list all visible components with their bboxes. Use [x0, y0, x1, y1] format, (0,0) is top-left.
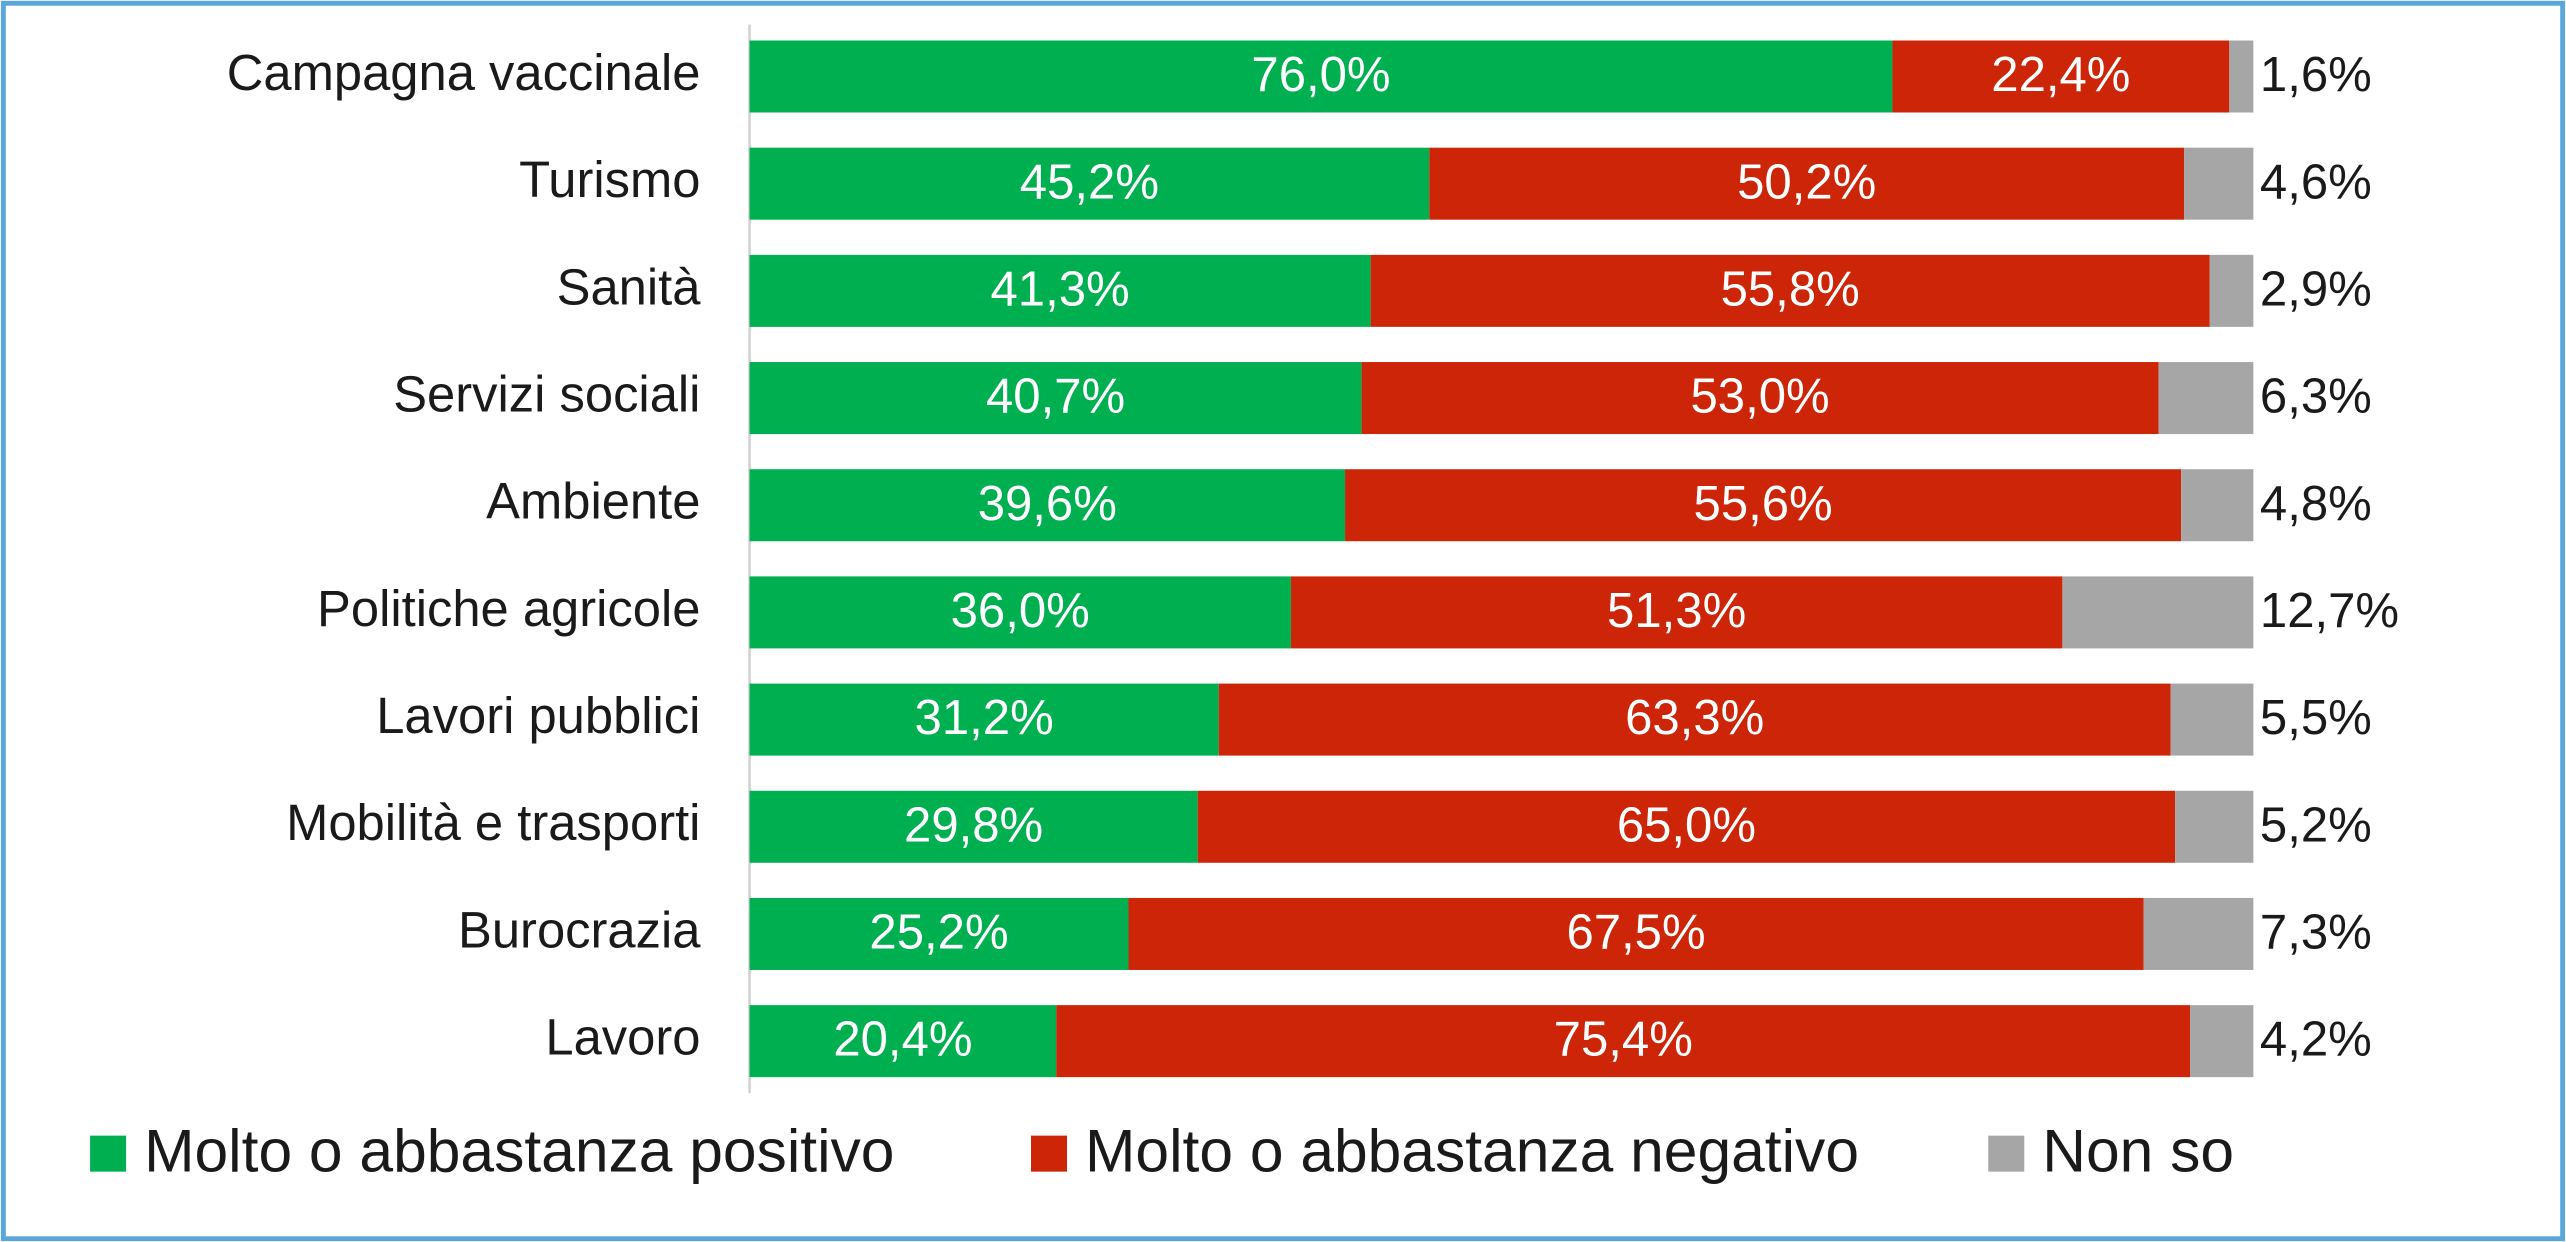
bar-segment	[2181, 469, 2254, 542]
data-label: 40,7%	[986, 370, 1125, 424]
legend-label: Non so	[2042, 1116, 2234, 1184]
bar-segment	[749, 897, 1129, 970]
data-label: 5,5%	[2260, 691, 2372, 745]
bar-segment	[2175, 790, 2254, 863]
bar-segment	[749, 1005, 1057, 1078]
bar-segment	[1056, 1005, 2191, 1078]
bar-segment	[2190, 1005, 2254, 1078]
data-label: 53,0%	[1691, 370, 1830, 424]
bar-segment	[2158, 362, 2254, 435]
bar-segment	[1290, 576, 2063, 649]
data-label: 5,2%	[2260, 798, 2372, 852]
data-label: 63,3%	[1625, 691, 1764, 745]
category-label: Lavori pubblici	[376, 687, 700, 744]
bar-segment	[749, 576, 1291, 649]
data-label: 50,2%	[1737, 155, 1876, 209]
bar-segment	[749, 683, 1219, 756]
bar-segment	[749, 147, 1430, 220]
data-label: 75,4%	[1554, 1013, 1693, 1067]
bar-segment	[749, 469, 1346, 542]
data-label: 25,2%	[869, 906, 1008, 960]
data-label: 29,8%	[904, 798, 1043, 852]
bar-segment	[1218, 683, 2171, 756]
bar-segment	[1345, 469, 2182, 542]
category-label: Ambiente	[486, 473, 700, 530]
data-label: 2,9%	[2260, 262, 2372, 316]
bar-segment	[2229, 40, 2254, 113]
bar-segment	[2209, 254, 2254, 327]
data-label: 22,4%	[1991, 48, 2130, 102]
bar-segment	[749, 790, 1198, 863]
category-label: Politiche agricole	[317, 580, 700, 637]
bar-segment	[1128, 897, 2144, 970]
data-label: 36,0%	[951, 584, 1090, 638]
data-label: 39,6%	[978, 477, 1117, 531]
data-label: 51,3%	[1607, 584, 1746, 638]
bar-segment	[2184, 147, 2254, 220]
bar-segment	[1370, 254, 2210, 327]
category-label: Lavoro	[545, 1009, 700, 1066]
legend-swatch	[90, 1135, 127, 1172]
bar-segment	[2062, 576, 2254, 649]
bar-segment	[2143, 897, 2254, 970]
bar-segment	[749, 254, 1371, 327]
data-label: 6,3%	[2260, 370, 2372, 424]
category-label: Turismo	[519, 151, 700, 208]
data-label: 76,0%	[1251, 48, 1390, 102]
data-label: 65,0%	[1617, 798, 1756, 852]
data-label: 7,3%	[2260, 906, 2372, 960]
bar-segment	[749, 40, 1893, 113]
data-label: 67,5%	[1566, 906, 1705, 960]
bar-segment	[749, 362, 1362, 435]
data-label: 20,4%	[833, 1013, 972, 1067]
category-label: Mobilità e trasporti	[286, 794, 700, 851]
data-label: 31,2%	[915, 691, 1054, 745]
category-label: Sanità	[557, 258, 702, 315]
data-label: 1,6%	[2260, 48, 2372, 102]
data-label: 55,8%	[1721, 262, 1860, 316]
legend-swatch	[1031, 1135, 1067, 1172]
data-label: 41,3%	[990, 262, 1129, 316]
data-label: 4,6%	[2260, 155, 2372, 209]
data-label: 45,2%	[1020, 155, 1159, 209]
category-label: Burocrazia	[458, 901, 701, 958]
data-label: 12,7%	[2260, 584, 2399, 638]
bar-segment	[1892, 40, 2230, 113]
data-label: 4,2%	[2260, 1013, 2372, 1067]
bar-segment	[2170, 683, 2254, 756]
legend-swatch	[1988, 1135, 2025, 1172]
bar-segment	[1361, 362, 2159, 435]
legend-label: Molto o abbastanza negativo	[1085, 1116, 1859, 1184]
data-label: 4,8%	[2260, 477, 2372, 531]
legend-label: Molto o abbastanza positivo	[144, 1116, 894, 1184]
category-label: Campagna vaccinale	[227, 44, 701, 101]
category-label: Servizi sociali	[393, 365, 700, 422]
data-label: 55,6%	[1694, 477, 1833, 531]
bar-segment	[1197, 790, 2176, 863]
bar-segment	[1429, 147, 2185, 220]
